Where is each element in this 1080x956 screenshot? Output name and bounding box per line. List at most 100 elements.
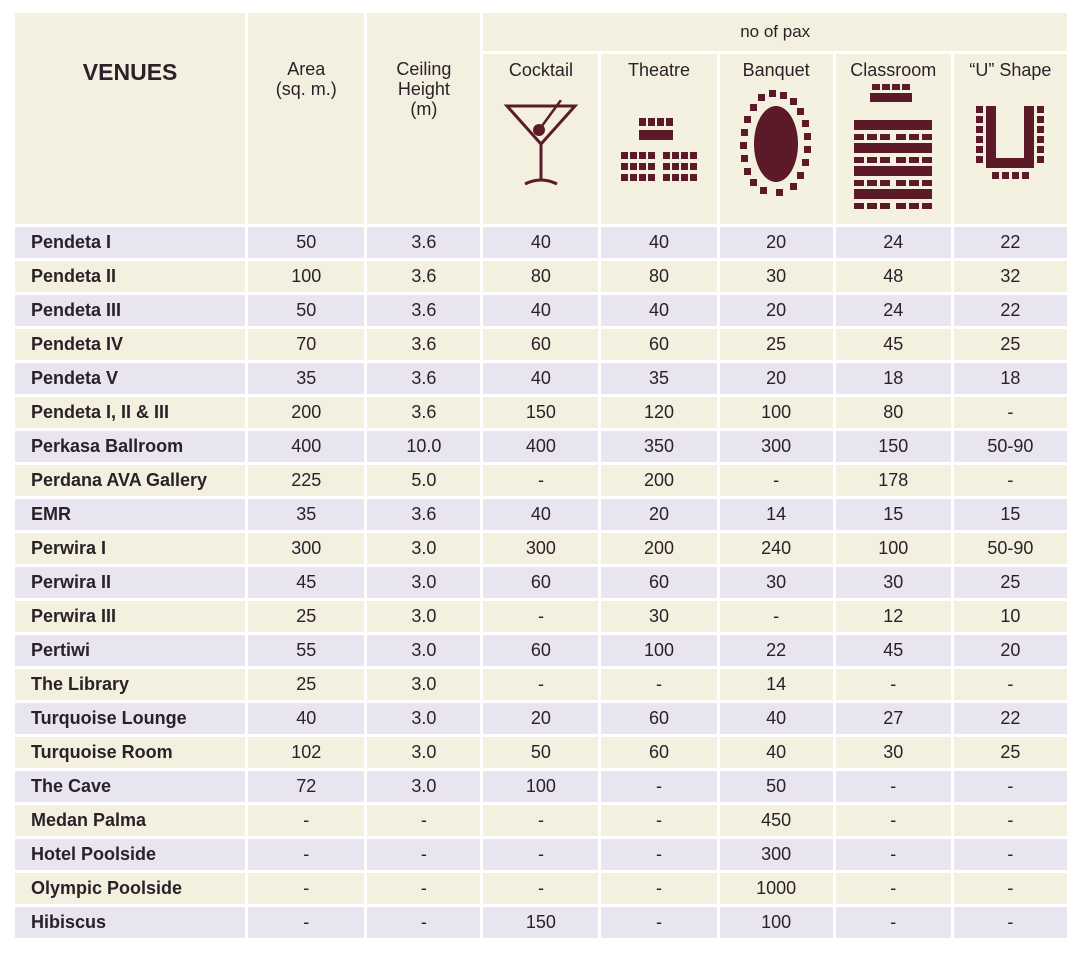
ceiling-cell: 3.0 bbox=[367, 737, 481, 768]
theatre-cell: - bbox=[601, 805, 717, 836]
banquet-cell: 300 bbox=[719, 431, 833, 462]
ushape-cell: - bbox=[953, 907, 1067, 938]
table-row: Olympic Poolside - - - -1000- - bbox=[15, 873, 1067, 904]
venue-name: Pendeta III bbox=[15, 295, 246, 326]
ceiling-cell: 3.0 bbox=[367, 703, 481, 734]
ceiling-cell: 3.6 bbox=[367, 329, 481, 360]
venue-name: Pendeta V bbox=[15, 363, 246, 394]
classroom-cell: - bbox=[835, 771, 951, 802]
ushape-cell: 20 bbox=[953, 635, 1067, 666]
venue-name: Perwira I bbox=[15, 533, 246, 564]
table-row: Pendeta V 35 3.6 40 35 20 18 18 bbox=[15, 363, 1067, 394]
classroom-cell: 27 bbox=[835, 703, 951, 734]
banquet-cell: - bbox=[719, 465, 833, 496]
venue-name: Hotel Poolside bbox=[15, 839, 246, 870]
area-header-label: Area bbox=[287, 59, 326, 79]
theatre-cell: 350 bbox=[601, 431, 717, 462]
table-row: Medan Palma - - - -450- - bbox=[15, 805, 1067, 836]
area-cell: 100 bbox=[248, 261, 365, 292]
ushape-cell: 25 bbox=[953, 737, 1067, 768]
theatre-cell: - bbox=[601, 839, 717, 870]
theatre-header-label: Theatre bbox=[628, 60, 691, 80]
cocktail-cell: 40 bbox=[483, 499, 599, 530]
ushape-cell: 50-90 bbox=[953, 533, 1067, 564]
area-header: Area (sq. m.) bbox=[248, 13, 365, 224]
ushape-cell: 50-90 bbox=[953, 431, 1067, 462]
ceiling-cell: 3.0 bbox=[367, 669, 481, 700]
table-row: Pendeta I 50 3.6 40 40 20 24 22 bbox=[15, 227, 1067, 258]
banquet-cell: 40 bbox=[719, 703, 833, 734]
table-row: Pendeta IV 70 3.6 60 60 25 45 25 bbox=[15, 329, 1067, 360]
ceiling-cell: 3.6 bbox=[367, 397, 481, 428]
venue-name: The Cave bbox=[15, 771, 246, 802]
theatre-cell: 20 bbox=[601, 499, 717, 530]
ceiling-cell: 3.0 bbox=[367, 635, 481, 666]
table-row: Pendeta I, II & III 200 3.6 150 120 100 80- bbox=[15, 397, 1067, 428]
cocktail-cell: 150 bbox=[483, 907, 599, 938]
ceiling-cell: - bbox=[367, 907, 481, 938]
cocktail-cell: 400 bbox=[483, 431, 599, 462]
area-cell: 35 bbox=[248, 363, 365, 394]
venues-header: VENUES bbox=[15, 13, 246, 224]
ushape-cell: - bbox=[953, 397, 1067, 428]
area-cell: 70 bbox=[248, 329, 365, 360]
table-row: Turquoise Room 102 3.0 50 60 40 30 25 bbox=[15, 737, 1067, 768]
table-row: Hibiscus - -150-100- - bbox=[15, 907, 1067, 938]
banquet-cell: 450 bbox=[719, 805, 833, 836]
table-row: Perwira III 25 3.0-30-12 10 bbox=[15, 601, 1067, 632]
theatre-header: Theatre bbox=[601, 54, 717, 224]
ushape-cell: 10 bbox=[953, 601, 1067, 632]
banquet-cell: 20 bbox=[719, 227, 833, 258]
ushape-cell: 22 bbox=[953, 295, 1067, 326]
banquet-cell: 40 bbox=[719, 737, 833, 768]
cocktail-cell: - bbox=[483, 839, 599, 870]
cocktail-cell: 60 bbox=[483, 329, 599, 360]
classroom-cell: 24 bbox=[835, 227, 951, 258]
venue-name: Olympic Poolside bbox=[15, 873, 246, 904]
classroom-cell: 45 bbox=[835, 329, 951, 360]
banquet-cell: 25 bbox=[719, 329, 833, 360]
venue-capacity-chart: VENUES Area (sq. m.) Ceiling Height (m) … bbox=[12, 10, 1070, 954]
classroom-cell: 30 bbox=[835, 567, 951, 598]
banquet-cell: 1000 bbox=[719, 873, 833, 904]
ushape-cell: - bbox=[953, 839, 1067, 870]
theatre-cell: - bbox=[601, 873, 717, 904]
ceiling-cell: 3.6 bbox=[367, 363, 481, 394]
classroom-cell: 45 bbox=[835, 635, 951, 666]
area-cell: 25 bbox=[248, 601, 365, 632]
theatre-cell: 60 bbox=[601, 737, 717, 768]
ushape-cell: - bbox=[953, 465, 1067, 496]
classroom-cell: - bbox=[835, 907, 951, 938]
banquet-cell: 50 bbox=[719, 771, 833, 802]
theatre-cell: - bbox=[601, 669, 717, 700]
ceiling-header-line2: Height bbox=[397, 79, 450, 99]
theatre-cell: - bbox=[601, 771, 717, 802]
classroom-header: Classroom bbox=[835, 54, 951, 224]
ushape-cell: 22 bbox=[953, 703, 1067, 734]
venue-name: Perkasa Ballroom bbox=[15, 431, 246, 462]
area-cell: 25 bbox=[248, 669, 365, 700]
table-row: EMR 35 3.6 40 20 14 15 15 bbox=[15, 499, 1067, 530]
theatre-cell: 30 bbox=[601, 601, 717, 632]
classroom-cell: 12 bbox=[835, 601, 951, 632]
ceiling-cell: - bbox=[367, 805, 481, 836]
classroom-cell: 48 bbox=[835, 261, 951, 292]
ushape-cell: - bbox=[953, 669, 1067, 700]
ushape-cell: 32 bbox=[953, 261, 1067, 292]
cocktail-header-label: Cocktail bbox=[508, 60, 573, 80]
cocktail-cell: 40 bbox=[483, 363, 599, 394]
venue-name: EMR bbox=[15, 499, 246, 530]
ceiling-header-line3: (m) bbox=[410, 99, 438, 119]
theatre-cell: 100 bbox=[601, 635, 717, 666]
ushape-cell: - bbox=[953, 771, 1067, 802]
table-row: Turquoise Lounge 40 3.0 20 60 40 27 22 bbox=[15, 703, 1067, 734]
area-cell: 55 bbox=[248, 635, 365, 666]
table-row: The Library 25 3.0- -14- - bbox=[15, 669, 1067, 700]
banquet-cell: 100 bbox=[719, 397, 833, 428]
cocktail-cell: 100 bbox=[483, 771, 599, 802]
cocktail-cell: 150 bbox=[483, 397, 599, 428]
venue-name: Hibiscus bbox=[15, 907, 246, 938]
banquet-cell: 20 bbox=[719, 363, 833, 394]
venue-name: Turquoise Lounge bbox=[15, 703, 246, 734]
martini-glass-icon bbox=[503, 100, 579, 186]
